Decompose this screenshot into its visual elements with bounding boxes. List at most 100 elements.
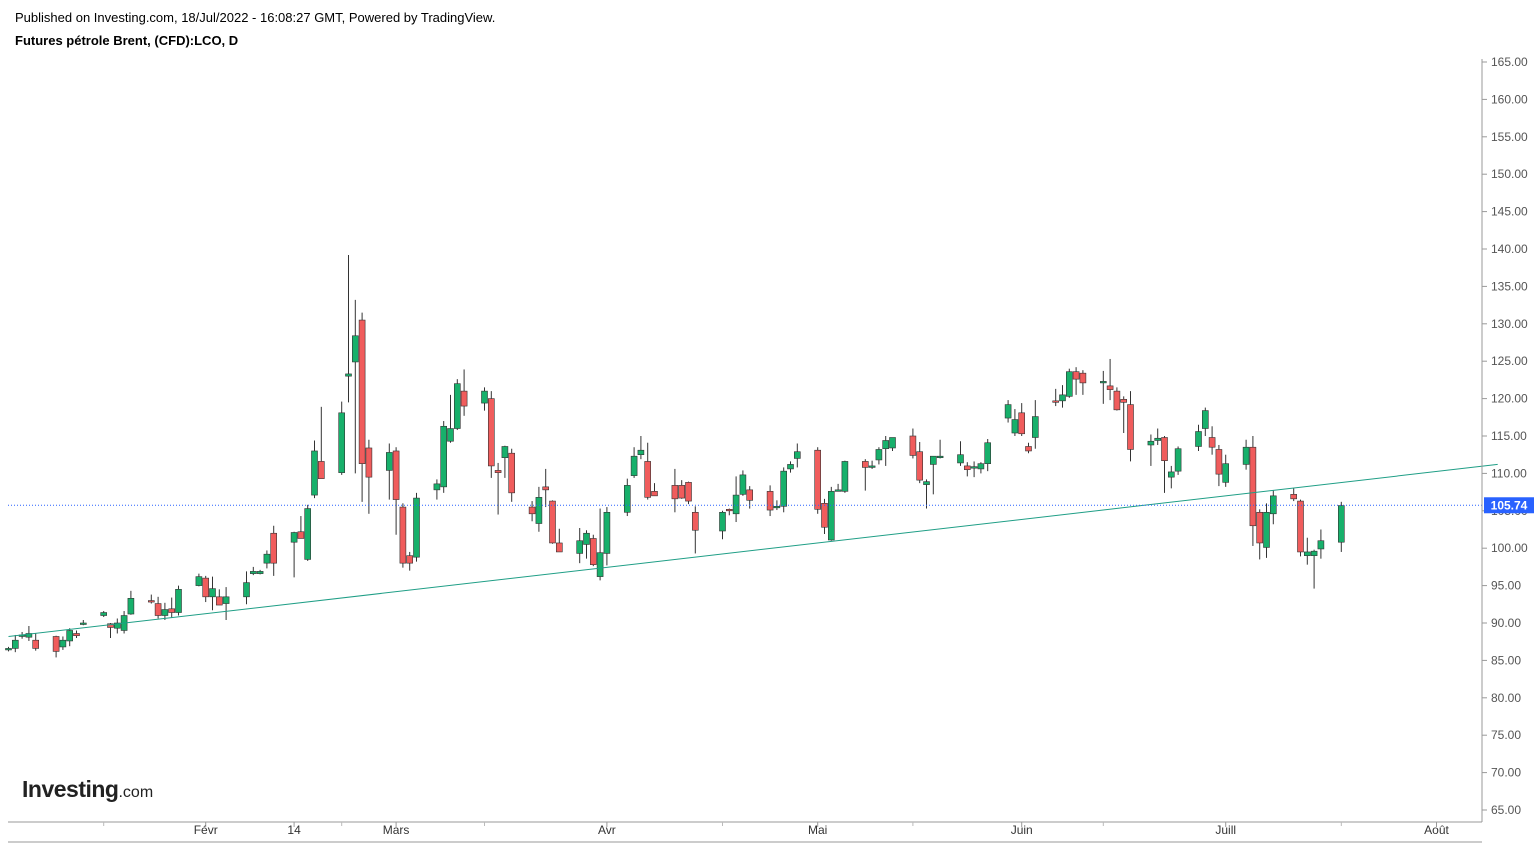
candle-body <box>52 636 60 652</box>
x-tick-label: Avr <box>598 823 616 837</box>
published-info: Published on Investing.com, 18/Jul/2022 … <box>15 10 496 25</box>
candle-body <box>413 497 420 558</box>
x-tick-label: Févr <box>194 823 218 837</box>
candle-body <box>963 465 971 470</box>
candle-body <box>256 571 264 574</box>
y-tick-label: 135.00 <box>1491 279 1528 293</box>
y-tick-label: 165.00 <box>1491 55 1528 69</box>
y-tick-label: 160.00 <box>1491 92 1528 106</box>
candle-body <box>977 463 985 470</box>
candle-body <box>549 500 556 544</box>
candle-body <box>821 503 828 528</box>
candle-body <box>746 489 754 501</box>
candle-body <box>290 532 298 543</box>
candle-body <box>1120 399 1127 403</box>
candle-body <box>623 485 631 513</box>
candle-body <box>637 449 645 456</box>
y-tick-label: 80.00 <box>1491 691 1521 705</box>
y-tick-label: 95.00 <box>1491 579 1521 593</box>
candle-body <box>73 633 80 637</box>
x-tick-label: Août <box>1424 823 1449 837</box>
candle-body <box>351 335 359 363</box>
y-tick-label: 120.00 <box>1491 392 1528 406</box>
candle-body <box>793 451 801 459</box>
candle-body <box>766 491 774 511</box>
candle-body <box>80 622 87 625</box>
candle-body <box>1011 419 1019 434</box>
candle-body <box>263 553 271 564</box>
y-tick-label: 155.00 <box>1491 130 1528 144</box>
candle-body <box>603 511 611 554</box>
current-price-label: 105.74 <box>1491 498 1528 512</box>
candle-body <box>1270 495 1277 515</box>
candle-body <box>542 486 550 491</box>
candle-body <box>861 461 869 468</box>
candle-body <box>1018 412 1026 435</box>
candle-body <box>392 450 400 500</box>
candle-body <box>127 598 135 615</box>
candle-body <box>161 609 169 616</box>
candle-body <box>1222 463 1229 483</box>
candle-body <box>32 639 40 649</box>
candle-body <box>814 449 822 510</box>
y-tick-label: 65.00 <box>1491 803 1521 817</box>
candle-body <box>576 540 584 554</box>
candle-body <box>1310 550 1318 556</box>
candle-body <box>1113 390 1121 411</box>
candle-body <box>399 506 407 564</box>
candle-body <box>338 412 346 473</box>
candle-body <box>732 494 740 515</box>
y-tick-label: 85.00 <box>1491 653 1521 667</box>
candle-body <box>596 552 604 577</box>
candle-body <box>1256 511 1263 544</box>
y-tick-label: 70.00 <box>1491 766 1521 780</box>
candle-body <box>148 600 155 603</box>
candle-body <box>1174 448 1182 472</box>
candle-body <box>175 589 182 613</box>
y-tick-label: 115.00 <box>1491 429 1527 443</box>
current-price-badge <box>1484 497 1534 514</box>
candle-body <box>644 461 652 498</box>
y-tick-label: 125.00 <box>1491 354 1528 368</box>
candle-body <box>882 440 890 450</box>
candle-body <box>1290 494 1297 500</box>
candle-body <box>555 542 563 553</box>
candle-body <box>1249 446 1257 527</box>
candle-body <box>1161 437 1168 461</box>
symbol-title: Futures pétrole Brent, (CFD):LCO, D <box>15 33 239 48</box>
candle-body <box>107 623 114 628</box>
candle-body <box>787 464 794 470</box>
candle-body <box>1106 385 1114 390</box>
candle-body <box>1215 449 1223 475</box>
candle-body <box>535 497 543 524</box>
y-tick-label: 150.00 <box>1491 167 1528 181</box>
y-tick-label: 100.00 <box>1491 541 1528 555</box>
candle-body <box>957 454 964 464</box>
candle-body <box>66 630 73 642</box>
candle-body <box>1338 505 1345 543</box>
candle-body <box>773 506 781 509</box>
candle-body <box>1072 371 1080 380</box>
candle-body <box>311 450 318 496</box>
candle-body <box>929 455 937 465</box>
candle-body <box>1317 540 1325 550</box>
candle-body <box>841 461 849 492</box>
candle-body <box>317 461 325 479</box>
candles-layer <box>5 254 1345 658</box>
candle-body <box>780 470 788 507</box>
candle-body <box>827 491 835 541</box>
candle-body <box>1304 551 1311 556</box>
axes-layer: 165.00 160.00 155.00 150.00 145.00 140.00 135.… <box>8 55 1534 843</box>
candle-body <box>1025 446 1032 452</box>
candle-body <box>1147 440 1155 446</box>
candle-body <box>447 428 454 442</box>
candle-body <box>739 474 747 495</box>
candle-body <box>168 608 175 613</box>
candle-body <box>719 511 726 532</box>
candle-body <box>685 482 692 502</box>
candle-body <box>834 489 842 492</box>
candle-body <box>630 455 638 476</box>
candle-body <box>385 452 393 471</box>
x-tick-label: Juill <box>1215 823 1236 837</box>
